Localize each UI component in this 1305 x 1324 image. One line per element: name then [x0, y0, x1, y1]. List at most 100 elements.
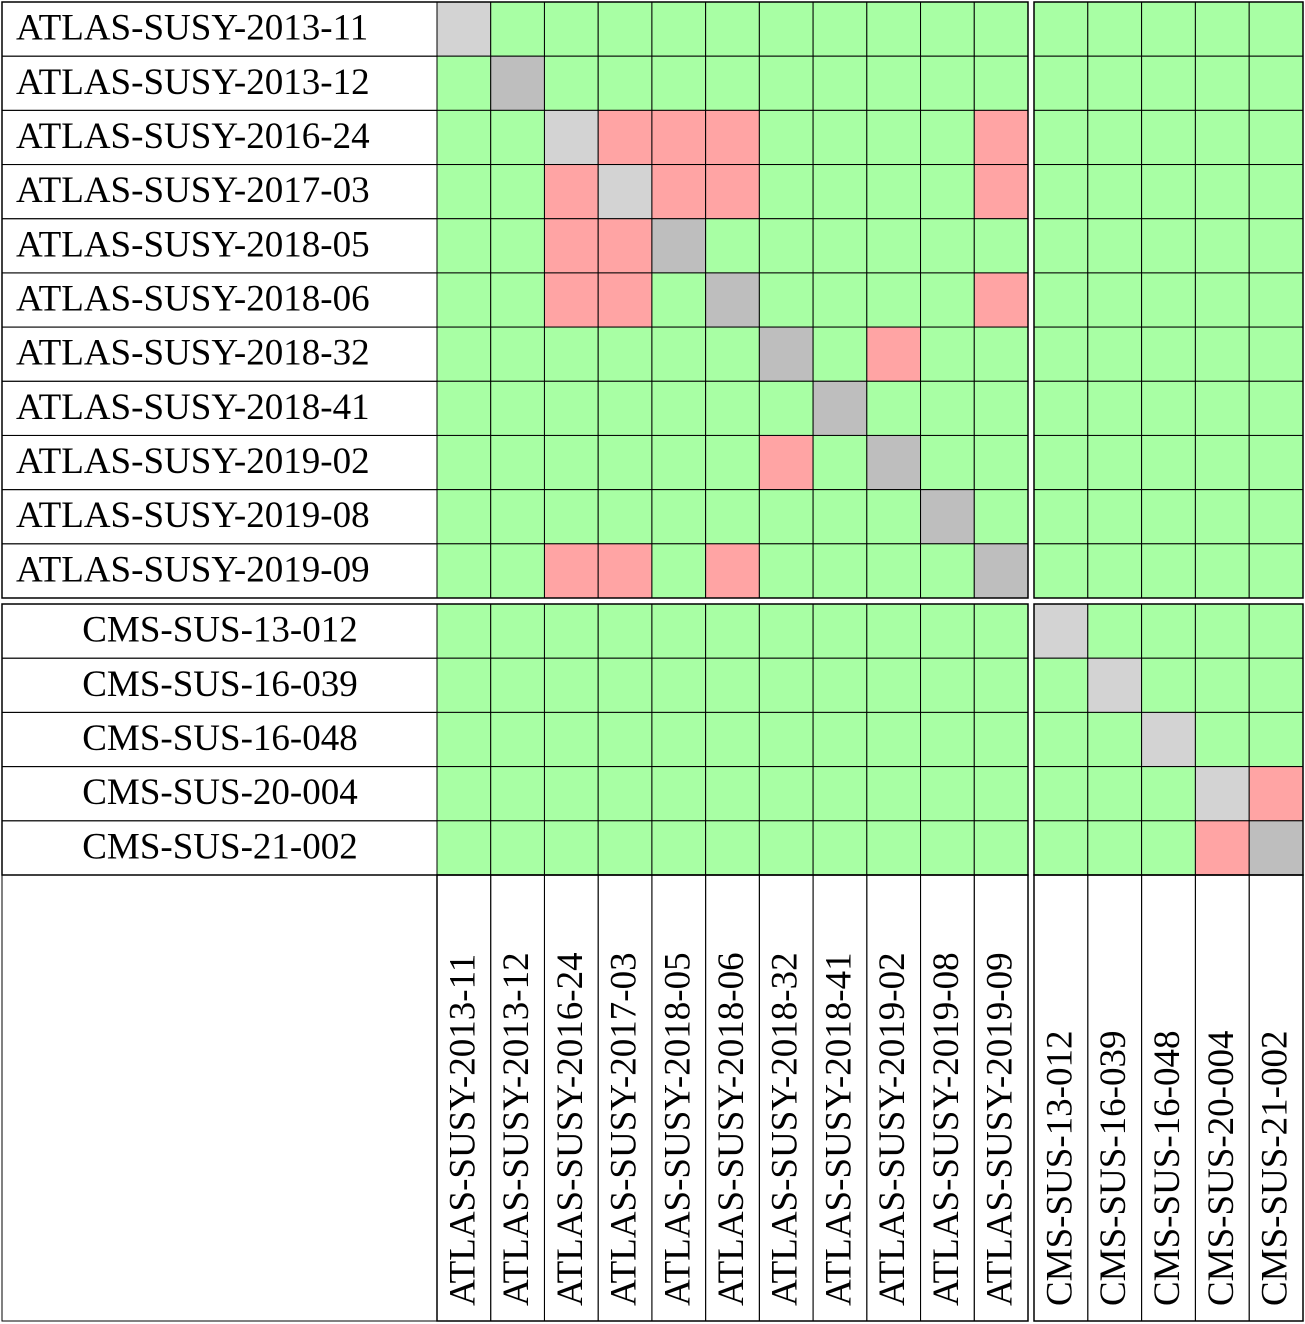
matrix-cell: [812, 711, 868, 768]
matrix-cell: [1141, 109, 1196, 166]
matrix-cell: [758, 218, 814, 274]
matrix-cell: [1087, 434, 1143, 491]
matrix-cell: [758, 164, 814, 220]
block-border: [1033, 874, 1304, 1322]
matrix-cell: [1087, 711, 1143, 768]
matrix-cell: [1248, 1, 1304, 57]
matrix-cell: [436, 657, 492, 713]
matrix-cell: [1248, 55, 1304, 111]
matrix-cell: [920, 711, 975, 768]
matrix-cell: [1194, 543, 1250, 599]
matrix-cell: [758, 657, 814, 713]
matrix-cell: [1141, 164, 1196, 220]
row-label: ATLAS-SUSY-2018-06: [16, 278, 370, 319]
matrix-cell: [651, 109, 707, 166]
matrix-cell: [1194, 766, 1250, 822]
matrix-cell: [1141, 657, 1196, 713]
matrix-cell: [651, 218, 707, 274]
matrix-cell: [597, 434, 653, 491]
matrix-cell: [1194, 1, 1250, 57]
matrix-cell: [1033, 272, 1089, 328]
matrix-cell: [1248, 543, 1304, 599]
matrix-cell: [543, 711, 599, 768]
matrix-cell: [1087, 657, 1143, 713]
matrix-cell: [1033, 820, 1089, 876]
matrix-cell: [920, 489, 975, 545]
row-label: CMS-SUS-13-012: [82, 610, 358, 651]
matrix-cell: [705, 603, 760, 659]
matrix-cell: [973, 1, 1029, 57]
matrix-cell: [436, 766, 492, 822]
matrix-cell: [651, 711, 707, 768]
matrix-cell: [705, 766, 760, 822]
matrix-cell: [436, 326, 492, 382]
matrix-cell: [651, 55, 707, 111]
matrix-cell: [490, 109, 545, 166]
column-label: ATLAS-SUSY-2018-06: [711, 952, 752, 1306]
matrix-cell: [758, 603, 814, 659]
matrix-cell: [812, 543, 868, 599]
matrix-cell: [812, 820, 868, 876]
matrix-cell: [490, 820, 545, 876]
matrix-cell: [436, 489, 492, 545]
matrix-cell: [920, 657, 975, 713]
matrix-cell: [1087, 55, 1143, 111]
matrix-cell: [920, 434, 975, 491]
matrix-cell: [1033, 1, 1089, 57]
matrix-cell: [973, 218, 1029, 274]
matrix-cell: [490, 164, 545, 220]
matrix-cell: [543, 543, 599, 599]
row-label: ATLAS-SUSY-2019-09: [16, 549, 370, 590]
matrix-cell: [1141, 272, 1196, 328]
column-label: CMS-SUS-13-012: [1039, 1031, 1080, 1307]
matrix-cell: [866, 272, 922, 328]
matrix-cell: [866, 603, 922, 659]
matrix-cell: [1033, 55, 1089, 111]
matrix-cell: [973, 489, 1029, 545]
row-label: ATLAS-SUSY-2018-32: [16, 333, 370, 374]
matrix-cell: [490, 543, 545, 599]
matrix-cell: [1087, 543, 1143, 599]
matrix-cell: [543, 272, 599, 328]
matrix-cell: [651, 766, 707, 822]
matrix-cell: [490, 272, 545, 328]
matrix-cell: [866, 55, 922, 111]
matrix-cell: [1087, 489, 1143, 545]
matrix-cell: [651, 1, 707, 57]
matrix-cell: [1248, 218, 1304, 274]
matrix-cell: [490, 326, 545, 382]
matrix-cell: [1033, 109, 1089, 166]
column-label: ATLAS-SUSY-2018-41: [818, 952, 859, 1306]
matrix-cell: [651, 820, 707, 876]
row-label: CMS-SUS-16-048: [82, 718, 358, 759]
matrix-cell: [1087, 272, 1143, 328]
matrix-cell: [490, 55, 545, 111]
matrix-cell: [436, 1, 492, 57]
matrix-cell: [812, 55, 868, 111]
matrix-cell: [543, 434, 599, 491]
matrix-cell: [920, 1, 975, 57]
row-label: CMS-SUS-20-004: [82, 772, 358, 813]
matrix-cell: [1248, 657, 1304, 713]
row-label: ATLAS-SUSY-2018-05: [16, 224, 370, 265]
matrix-cell: [1087, 766, 1143, 822]
matrix-cell: [543, 1, 599, 57]
matrix-cell: [866, 109, 922, 166]
matrix-cell: [543, 489, 599, 545]
matrix-cell: [812, 603, 868, 659]
matrix-cell: [1194, 489, 1250, 545]
column-label: ATLAS-SUSY-2019-02: [872, 952, 913, 1306]
column-label: CMS-SUS-21-002: [1255, 1031, 1296, 1307]
matrix-cell: [490, 603, 545, 659]
corner-cell: [1, 874, 438, 1322]
matrix-cell: [973, 434, 1029, 491]
matrix-cell: [543, 820, 599, 876]
matrix-cell: [436, 543, 492, 599]
matrix-cell: [758, 711, 814, 768]
matrix-cell: [490, 766, 545, 822]
matrix-cell: [973, 711, 1029, 768]
matrix-cell: [1033, 657, 1089, 713]
matrix-cell: [490, 1, 545, 57]
matrix-cell: [812, 766, 868, 822]
